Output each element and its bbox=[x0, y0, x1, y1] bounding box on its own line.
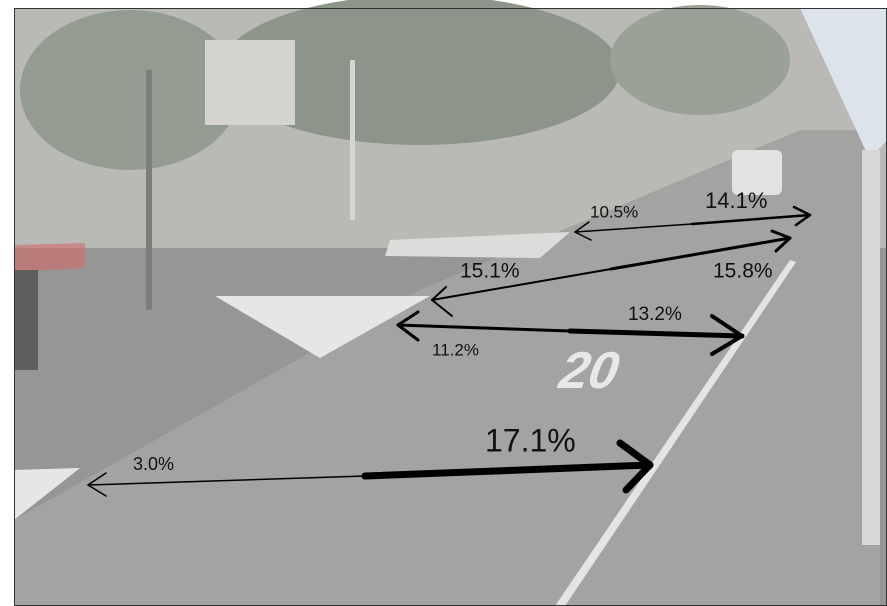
island bbox=[385, 232, 570, 258]
road bbox=[14, 130, 880, 606]
arrow-head bbox=[431, 286, 453, 317]
arrow-shaft bbox=[574, 223, 693, 233]
arrow-head bbox=[396, 310, 420, 342]
road-triangle bbox=[14, 468, 80, 520]
arrow-shaft bbox=[396, 323, 572, 333]
arrow-label: 13.2% bbox=[628, 304, 682, 325]
arrow-label: 3.0% bbox=[133, 454, 174, 474]
arrow-head bbox=[710, 314, 744, 356]
building bbox=[205, 40, 295, 125]
arrow-label: 10.5% bbox=[590, 202, 638, 221]
arrow-label: 15.1% bbox=[460, 260, 520, 283]
car bbox=[732, 150, 782, 195]
road-triangle bbox=[215, 296, 430, 358]
arrow-shaft bbox=[87, 475, 366, 486]
arrow-shaft bbox=[609, 236, 792, 271]
arrow-head bbox=[616, 439, 654, 494]
arrow: 11.2% 13.2% bbox=[396, 304, 745, 359]
arrow-shaft bbox=[361, 461, 654, 480]
arrow: 15.1% 15.8% bbox=[431, 229, 792, 317]
arrow-head bbox=[574, 221, 592, 241]
sign bbox=[800, 8, 887, 160]
tree bbox=[610, 5, 790, 115]
lamp-post bbox=[350, 60, 355, 220]
arrow-head bbox=[792, 205, 812, 227]
arrow-head bbox=[87, 472, 107, 497]
arrow-label: 11.2% bbox=[432, 340, 479, 359]
tree bbox=[220, 0, 620, 145]
arrow-head bbox=[770, 229, 792, 253]
post bbox=[14, 270, 38, 370]
arrow-shaft bbox=[690, 213, 812, 226]
pole bbox=[862, 150, 880, 545]
arrow: 3.0% 17.1% bbox=[87, 422, 654, 497]
barrier bbox=[14, 243, 85, 272]
lane-line bbox=[555, 260, 796, 606]
tree bbox=[20, 10, 240, 170]
arrow-shaft bbox=[431, 268, 612, 301]
scene: 20 bbox=[14, 0, 887, 606]
arrow-label: 14.1% bbox=[705, 188, 767, 213]
lamp-post bbox=[146, 70, 152, 310]
arrow: 10.5% 14.1% bbox=[574, 188, 812, 241]
arrow-label: 17.1% bbox=[485, 422, 576, 458]
arrow-shaft bbox=[567, 328, 745, 339]
arrow-label: 15.8% bbox=[713, 260, 773, 283]
